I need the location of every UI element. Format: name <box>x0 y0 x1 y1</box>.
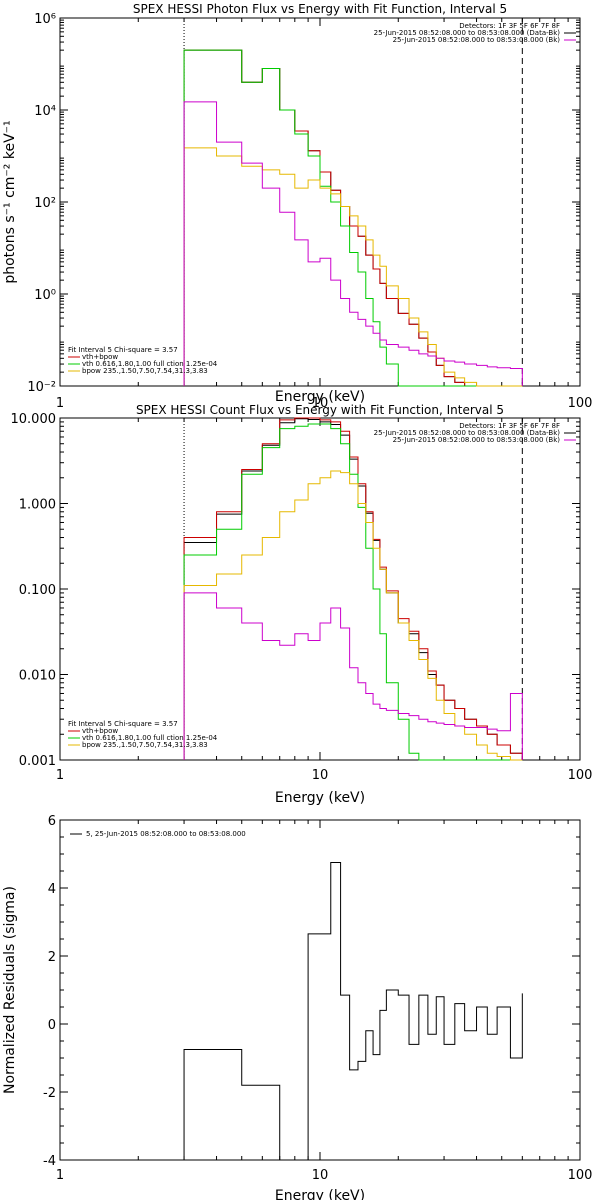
x-axis-label: Energy (keV) <box>275 389 365 405</box>
legend-top-right-text: Detectors: 1F 3F 5F 6F 7F 8F <box>459 422 560 430</box>
x-tick-label: 1 <box>56 1168 64 1183</box>
y-tick-label: 6 <box>48 814 56 829</box>
y-tick-label: 0.100 <box>19 583 56 598</box>
legend-bottom-left-text: vth 0.616,1.80,1.00 full ction 1.25e-04 <box>82 734 218 742</box>
y-tick-label: 10² <box>34 196 56 211</box>
series-data-bk <box>183 49 523 387</box>
x-tick-label: 10 <box>312 1168 329 1183</box>
series-bpow <box>183 147 523 387</box>
x-tick-label: 1 <box>56 768 64 783</box>
plot-frame <box>59 819 581 1161</box>
y-tick-label: 0 <box>48 1018 56 1033</box>
legend-top-right-text: 25-Jun-2015 08:52:08.000 to 08:53:08.000… <box>374 29 561 37</box>
y-tick-label: 10⁻² <box>27 380 56 395</box>
x-tick-label: 100 <box>568 768 593 783</box>
y-tick-label: 4 <box>48 882 56 897</box>
x-tick-label: 100 <box>568 1168 593 1183</box>
chart-title: SPEX HESSI Photon Flux vs Energy with Fi… <box>133 2 507 16</box>
y-tick-label: 10⁰ <box>34 288 56 303</box>
legend-top-right-text: 25-Jun-2015 08:52:08.000 to 08:53:08.000… <box>393 436 561 444</box>
y-tick-label: -2 <box>43 1086 56 1101</box>
series-residual <box>183 862 523 1161</box>
x-tick-label: 10 <box>312 768 329 783</box>
series-bk <box>183 101 523 386</box>
y-axis-label: Normalized Residuals (sigma) <box>2 886 18 1094</box>
series-vth-bpow <box>183 417 523 760</box>
y-tick-label: 10⁴ <box>34 104 56 119</box>
x-axis-label: Energy (keV) <box>275 1188 365 1200</box>
x-tick-label: 1 <box>56 396 64 411</box>
legend-bottom-left-text: bpow 235.,1.50,7.50,7.54,31.3,3.83 <box>82 367 208 375</box>
legend-top-right-text: 25-Jun-2015 08:52:08.000 to 08:53:08.000… <box>374 429 561 437</box>
legend-bottom-left-text: Fit Interval 5 Chi-square = 3.57 <box>68 346 178 354</box>
chart-panel-2: SPEX HESSI Count Flux vs Energy with Fit… <box>11 403 593 806</box>
legend-bottom-left-text: vth+bpow <box>82 353 118 361</box>
x-tick-label: 10 <box>312 396 329 411</box>
series-vth <box>183 423 523 761</box>
legend-bottom-left-text: vth+bpow <box>82 727 118 735</box>
y-tick-label: 10⁶ <box>34 12 56 27</box>
chart-panel-1: SPEX HESSI Photon Flux vs Energy with Fi… <box>2 2 592 411</box>
legend-bottom-left-text: vth 0.616,1.80,1.00 full ction 1.25e-04 <box>82 360 218 368</box>
y-tick-label: 0.010 <box>19 669 56 684</box>
x-tick-label: 100 <box>568 396 593 411</box>
y-tick-label: -4 <box>43 1154 56 1169</box>
series-vth <box>183 49 523 387</box>
legend-top-right-text: Detectors: 1F 3F 5F 6F 7F 8F <box>459 22 560 30</box>
chart-panel-3: 1 10 100 -4 -2 0 2 4 6 Energy (keV) Normalized Res… <box>2 814 592 1200</box>
y-tick-label: 10.000 <box>11 412 57 427</box>
legend-bottom-left-text: Fit Interval 5 Chi-square = 3.57 <box>68 720 178 728</box>
x-axis-label: Energy (keV) <box>275 790 365 806</box>
y-tick-label: 0.001 <box>19 754 56 769</box>
plot-frame <box>59 17 581 387</box>
y-axis-label: photons s⁻¹ cm⁻² keV⁻¹ <box>2 120 18 283</box>
chart-title: SPEX HESSI Count Flux vs Energy with Fit… <box>136 403 504 417</box>
legend-bottom-left-text: bpow 235.,1.50,7.50,7.54,31.3,3.83 <box>82 741 208 749</box>
series-vth-bpow <box>183 49 523 387</box>
plot-frame <box>59 417 581 761</box>
legend-top-right-text: 25-Jun-2015 08:52:08.000 to 08:53:08.000… <box>393 36 561 44</box>
series-bk <box>183 592 523 760</box>
legend-top-left-text: 5, 25-Jun-2015 08:52:08.000 to 08:53:08.… <box>86 830 246 838</box>
series-data-bk <box>183 418 523 760</box>
y-tick-label: 1.000 <box>19 498 56 513</box>
y-tick-label: 2 <box>48 950 56 965</box>
series-bpow <box>183 470 523 761</box>
